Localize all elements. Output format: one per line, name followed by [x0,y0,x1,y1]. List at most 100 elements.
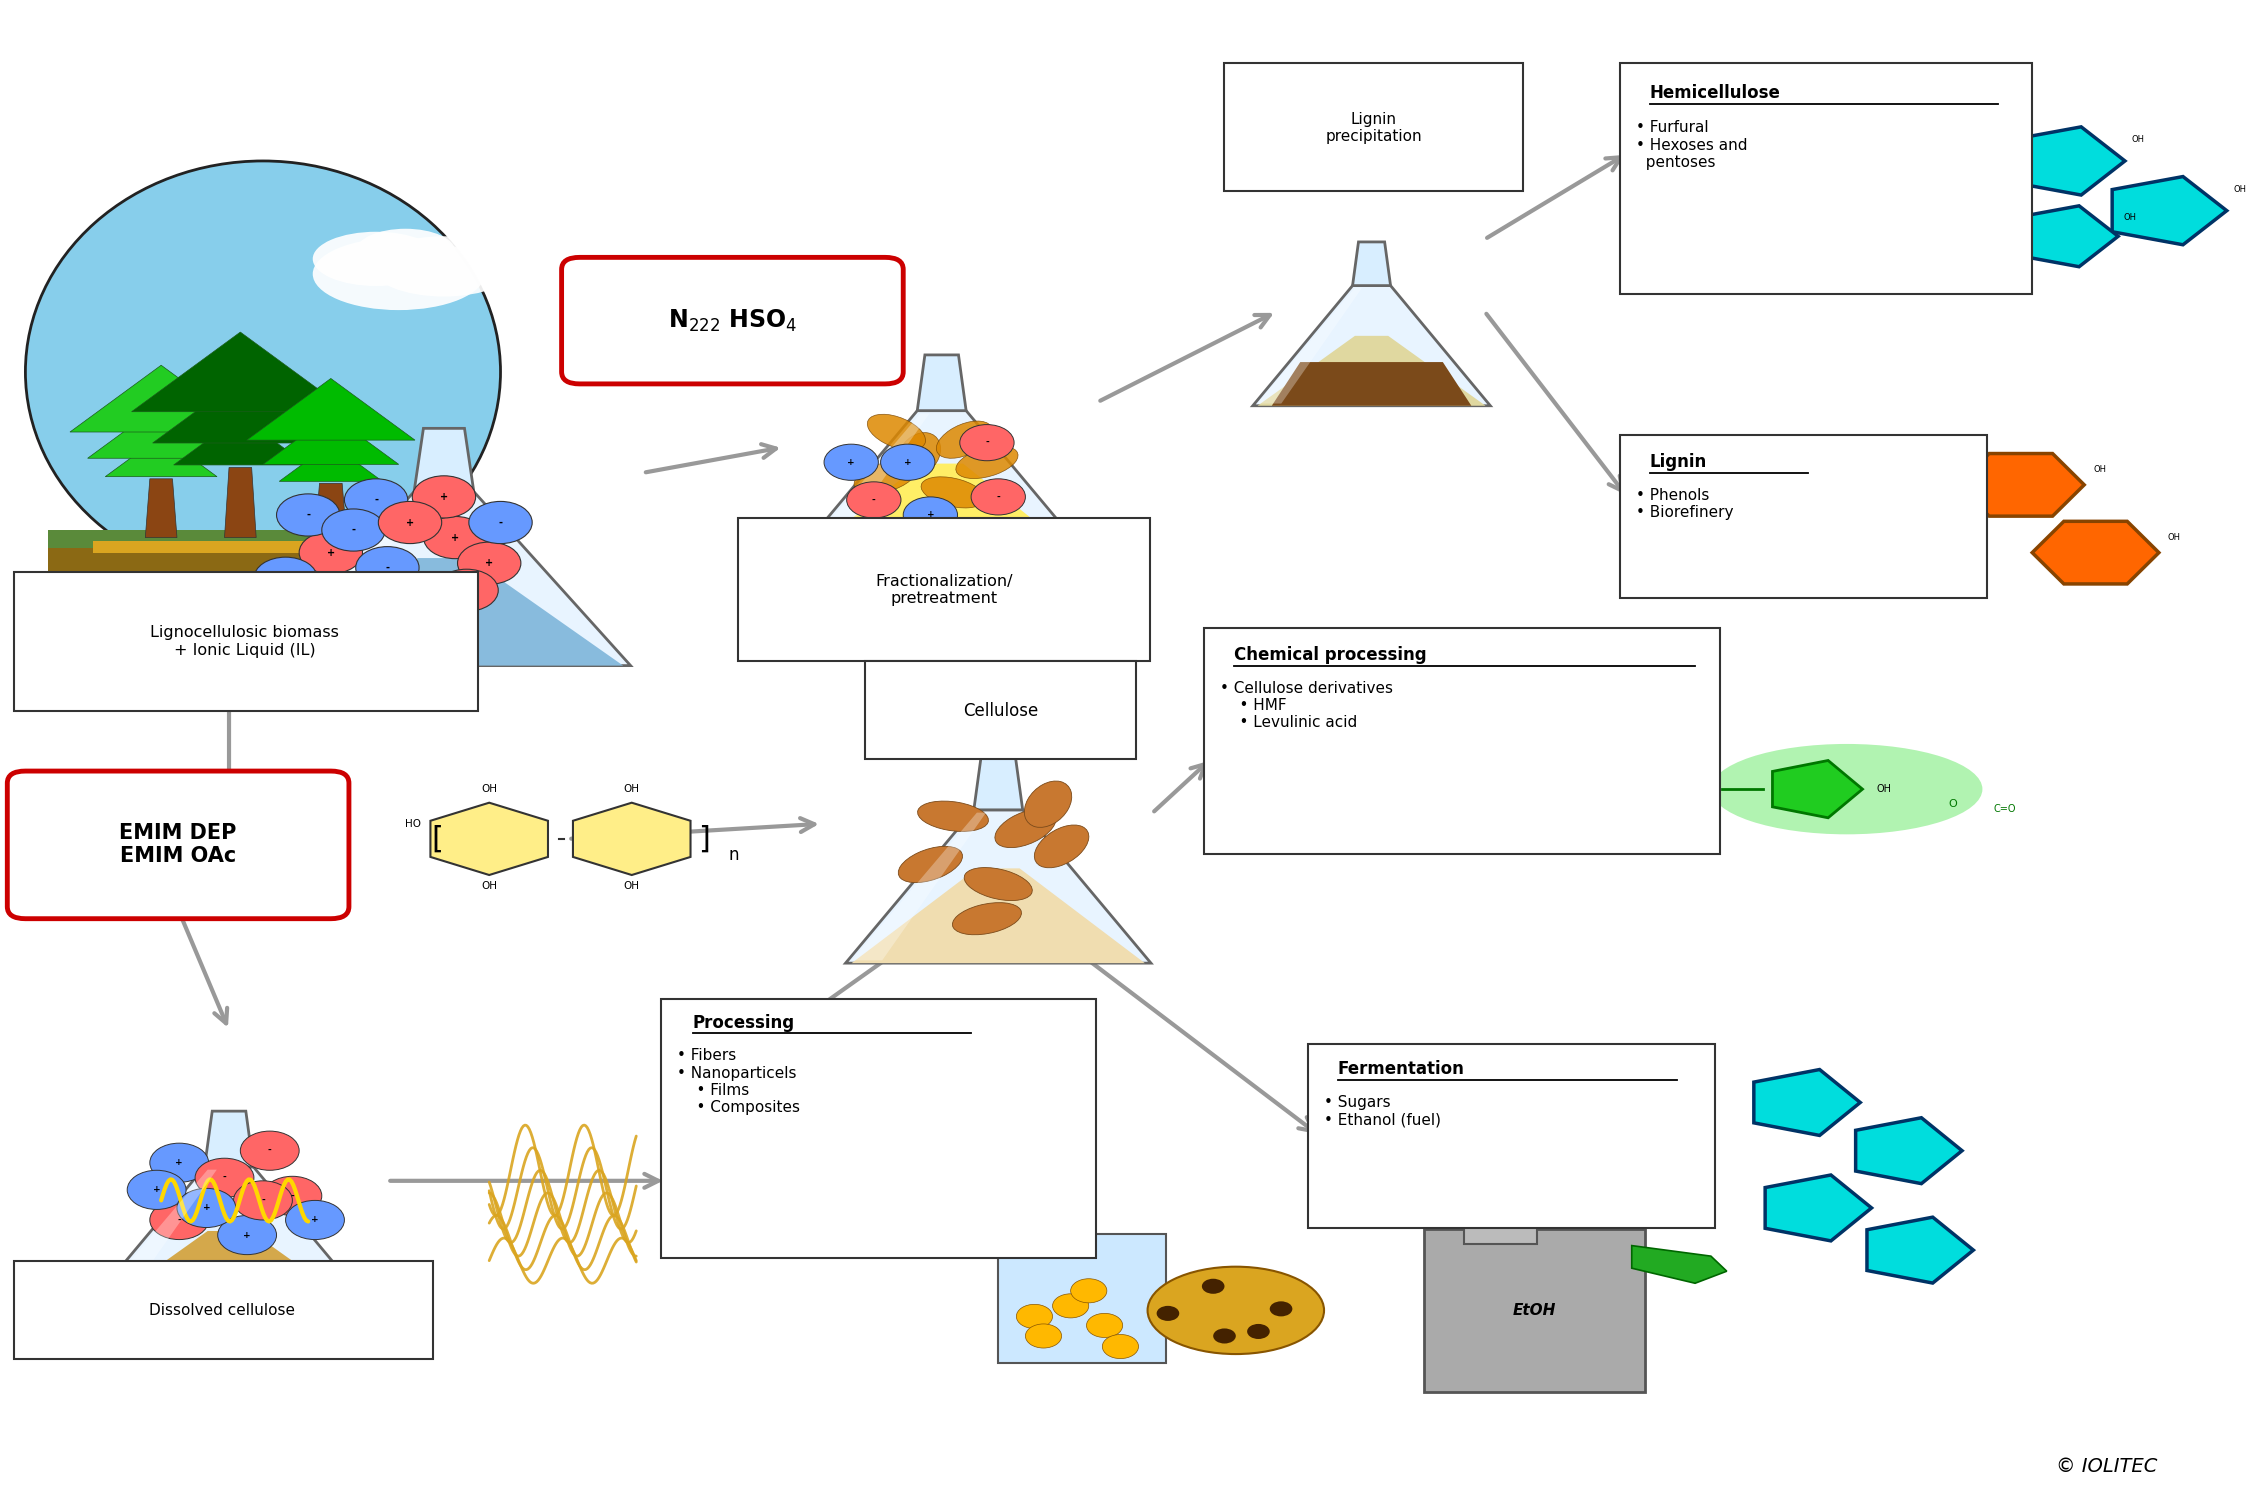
Circle shape [1102,1335,1139,1359]
Polygon shape [1256,336,1486,405]
Ellipse shape [937,420,993,458]
Circle shape [435,569,499,611]
Polygon shape [973,754,1023,810]
Circle shape [424,517,488,558]
Ellipse shape [898,847,962,883]
Text: ]: ] [699,824,710,853]
Polygon shape [82,1170,218,1317]
Text: • Sugars
• Ethanol (fuel): • Sugars • Ethanol (fuel) [1325,1095,1440,1128]
FancyBboxPatch shape [14,572,479,711]
Circle shape [846,482,900,519]
Polygon shape [1855,1117,1962,1184]
Polygon shape [70,366,252,432]
Polygon shape [1765,1175,1871,1241]
Ellipse shape [955,446,1018,478]
Circle shape [195,1158,254,1198]
Circle shape [458,543,522,584]
Text: • Cellulose derivatives
    • HMF
    • Levulinic acid: • Cellulose derivatives • HMF • Levulini… [1220,680,1393,730]
Text: © IOLITEC: © IOLITEC [2057,1458,2157,1476]
Polygon shape [1252,286,1490,405]
Text: OH: OH [481,881,497,891]
Text: OH: OH [481,783,497,794]
Text: +: + [311,1216,320,1225]
Polygon shape [796,464,1089,564]
Ellipse shape [1710,744,1982,835]
Text: OH: OH [2234,184,2245,194]
Text: Dissolved cellulose: Dissolved cellulose [150,1303,295,1318]
Polygon shape [2112,177,2227,245]
Text: OH: OH [2093,466,2107,475]
Text: +: + [905,458,912,467]
Circle shape [234,1181,293,1220]
Text: -: - [386,562,390,573]
Text: -: - [177,1216,181,1225]
Text: +: + [243,1231,252,1240]
Polygon shape [1957,454,2084,516]
Polygon shape [1753,1069,1860,1136]
FancyBboxPatch shape [1465,1211,1538,1244]
Polygon shape [77,1167,381,1320]
Circle shape [1213,1329,1236,1344]
Circle shape [1157,1306,1179,1321]
Text: -: - [261,1196,265,1205]
FancyBboxPatch shape [1424,1229,1644,1391]
Text: OH: OH [624,881,640,891]
Ellipse shape [25,160,501,582]
Circle shape [218,1216,277,1255]
Polygon shape [225,467,256,538]
Polygon shape [247,378,415,440]
Polygon shape [152,380,329,443]
Ellipse shape [356,228,456,274]
Text: -: - [499,517,503,528]
Polygon shape [1352,242,1390,286]
FancyBboxPatch shape [1619,435,1987,597]
Text: +: + [451,532,460,543]
Polygon shape [853,812,987,960]
Text: +: + [485,558,492,569]
Circle shape [971,479,1025,516]
Text: -: - [306,510,311,520]
Polygon shape [1867,1217,1973,1284]
Text: +: + [175,1158,184,1167]
Circle shape [880,445,934,481]
Ellipse shape [1025,782,1073,827]
Polygon shape [279,443,383,481]
Ellipse shape [919,801,989,832]
Text: -: - [284,573,288,584]
Polygon shape [204,1111,254,1167]
Polygon shape [415,428,474,491]
FancyBboxPatch shape [7,771,349,919]
Text: +: + [463,585,472,596]
Circle shape [150,1143,209,1182]
Circle shape [1247,1325,1270,1340]
Circle shape [150,1201,209,1240]
Ellipse shape [996,809,1057,848]
Polygon shape [265,494,429,662]
Ellipse shape [855,461,916,493]
Ellipse shape [953,903,1021,934]
Polygon shape [175,416,306,466]
Polygon shape [104,435,218,476]
Ellipse shape [372,236,517,296]
Text: N$_{222}$ HSO$_4$: N$_{222}$ HSO$_4$ [667,307,796,334]
Circle shape [240,1131,299,1170]
Polygon shape [796,413,930,561]
FancyBboxPatch shape [562,257,903,384]
Circle shape [254,556,318,599]
Text: +: + [406,517,415,528]
Text: Chemical processing: Chemical processing [1234,646,1427,664]
Text: -: - [984,438,989,448]
Text: O: O [1948,800,1957,809]
Text: C=O: C=O [1994,804,2016,813]
FancyBboxPatch shape [1204,627,1719,854]
Text: HO: HO [406,820,422,829]
Circle shape [1086,1314,1123,1338]
Text: +: + [848,458,855,467]
Ellipse shape [866,414,925,451]
Text: Lignocellulosic biomass
+ Ionic Liquid (IL): Lignocellulosic biomass + Ionic Liquid (… [150,626,340,658]
Text: OH: OH [2168,534,2182,543]
Text: -: - [268,1146,272,1155]
FancyBboxPatch shape [737,519,1150,661]
Polygon shape [2009,127,2125,195]
Circle shape [345,479,408,522]
